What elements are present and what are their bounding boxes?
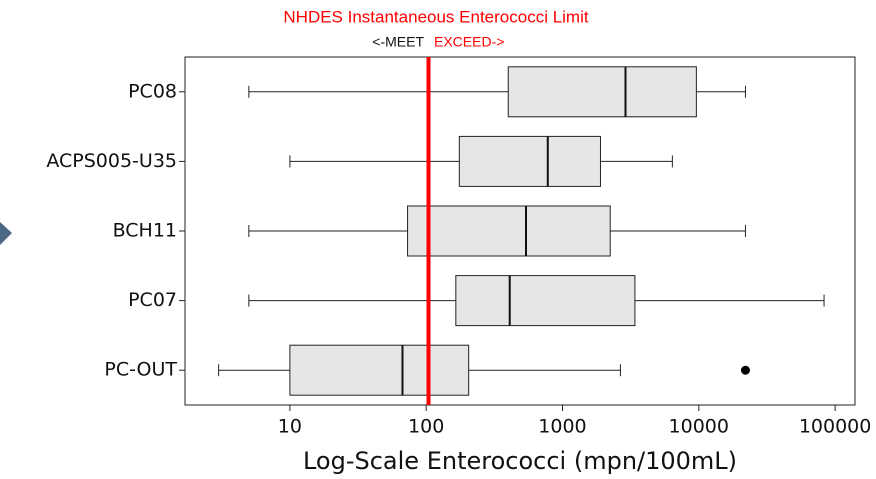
annotation-meet: <-MEET — [372, 34, 424, 50]
y-tick-label: ACPS005-U35 — [46, 150, 177, 172]
nav-arrow — [0, 222, 12, 245]
y-tick-label: BCH11 — [113, 220, 177, 242]
box — [407, 205, 611, 257]
box — [507, 66, 697, 118]
box — [458, 135, 601, 187]
annotation-exceed: EXCEED-> — [434, 34, 504, 50]
y-tick-label: PC08 — [128, 80, 177, 102]
x-tick-label: 100000 — [799, 416, 872, 438]
x-tick-label: 1000 — [538, 416, 586, 438]
y-tick-label: PC07 — [128, 289, 177, 311]
x-axis-label: Log-Scale Enterococci (mpn/100mL) — [303, 447, 737, 475]
x-tick-label: 10000 — [669, 416, 729, 438]
y-tick-label: PC-OUT — [104, 359, 177, 381]
x-tick-label: 100 — [408, 416, 444, 438]
x-tick-label: 10 — [278, 416, 302, 438]
outlier — [740, 365, 750, 375]
box — [455, 275, 636, 327]
box — [289, 344, 470, 396]
chart-title: NHDES Instantaneous Enterococci Limit — [283, 7, 588, 26]
